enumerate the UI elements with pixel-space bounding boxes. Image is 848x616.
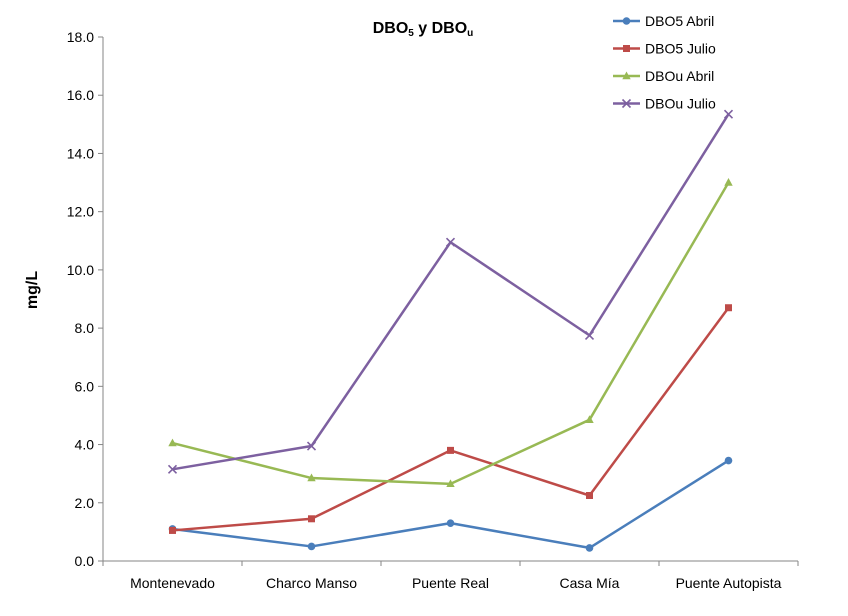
y-tick-label: 10.0	[67, 262, 94, 278]
series-line	[172, 181, 730, 486]
x-tick-label: Puente Real	[412, 575, 489, 591]
data-point	[306, 441, 317, 451]
y-tick-label: 18.0	[67, 29, 94, 45]
x-tick-label: Charco Manso	[266, 575, 357, 591]
legend-entry: DBOu Abril	[613, 68, 714, 84]
y-axis-label: mg/L	[24, 271, 41, 309]
data-point	[725, 304, 732, 312]
data-point	[445, 237, 456, 247]
data-point	[308, 515, 315, 523]
x-tick-label: Puente Autopista	[676, 575, 782, 591]
series-line	[172, 113, 730, 471]
series-layer	[167, 109, 734, 552]
series-line	[172, 459, 730, 550]
series-3	[168, 178, 733, 488]
chart-title: DBO5 y DBOu	[373, 20, 474, 39]
data-point	[446, 519, 455, 527]
data-point	[723, 109, 734, 119]
data-point	[446, 479, 455, 488]
data-point	[307, 542, 316, 551]
y-tick-label: 8.0	[75, 320, 95, 336]
series-1	[168, 456, 733, 552]
legend-label: DBOu Julio	[645, 96, 716, 112]
legend-marker	[623, 45, 630, 52]
y-tick-label: 14.0	[67, 145, 94, 161]
y-tick-label: 0.0	[75, 553, 95, 569]
data-point	[169, 526, 176, 534]
y-tick-label: 4.0	[75, 437, 95, 453]
legend-label: DBO5 Abril	[645, 13, 714, 29]
legend-entry: DBOu Julio	[613, 96, 716, 112]
y-tick-label: 6.0	[75, 378, 95, 394]
data-point	[447, 446, 454, 454]
axes: 0.0 2.0 4.0 6.0 8.0 10.0 12.0 14.0 16.0 18.0 Monte…	[67, 29, 799, 591]
x-tick-label: Montenevado	[130, 575, 215, 591]
data-point	[168, 438, 177, 447]
data-point	[724, 178, 733, 186]
data-point	[584, 330, 595, 340]
data-point	[724, 456, 733, 465]
data-point	[167, 464, 178, 474]
y-tick-label: 16.0	[67, 87, 94, 103]
legend-entry: DBO5 Abril	[613, 13, 714, 29]
legend-label: DBO5 Julio	[645, 41, 716, 57]
data-point	[585, 415, 594, 424]
data-point	[307, 473, 316, 482]
legend-entry: DBO5 Julio	[613, 41, 716, 57]
legend-marker	[622, 71, 631, 80]
legend-marker	[622, 17, 631, 25]
x-tick-label: Casa Mía	[560, 575, 620, 591]
legend-marker	[621, 98, 632, 109]
y-tick-label: 2.0	[75, 495, 95, 511]
y-tick-label: 12.0	[67, 204, 94, 220]
legend: DBO5 Abril DBO5 Julio DBOu Abril DBOu Julio	[613, 13, 716, 112]
data-point	[585, 544, 594, 552]
series-2	[169, 304, 732, 534]
series-line	[172, 306, 730, 532]
series-4	[167, 109, 734, 474]
legend-label: DBOu Abril	[645, 68, 714, 84]
data-point	[586, 492, 593, 499]
